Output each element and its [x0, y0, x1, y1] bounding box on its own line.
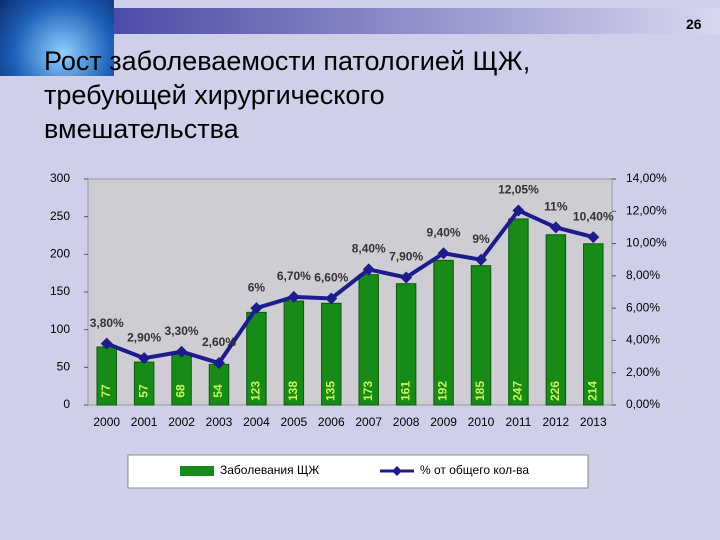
- y-tick-label: 100: [50, 322, 70, 336]
- y2-tick-label: 2,00%: [626, 365, 660, 379]
- line-value-label: 2,60%: [202, 335, 236, 349]
- line-value-label: 3,80%: [90, 316, 124, 330]
- slide-title: Рост заболеваемости патологией ЩЖ, требу…: [44, 44, 530, 146]
- legend-marker: [392, 466, 402, 476]
- line-marker: [587, 231, 600, 244]
- line-value-label: 2,90%: [127, 330, 161, 344]
- line: [105, 207, 594, 366]
- line-value-label: 9%: [472, 232, 490, 246]
- line-marker: [100, 337, 113, 350]
- x-tick-label: 2001: [131, 415, 158, 429]
- bar-value-label: 135: [323, 381, 337, 401]
- title-line: требующей хирургического: [44, 80, 385, 110]
- bar-value-label: 77: [99, 384, 113, 398]
- legend-label: Заболевания ЩЖ: [220, 463, 319, 477]
- x-tick-label: 2006: [318, 415, 345, 429]
- bar: [508, 218, 529, 406]
- line-value-label: 6,70%: [277, 269, 311, 283]
- x-tick-label: 2011: [506, 415, 532, 429]
- y-tick-label: 150: [50, 284, 70, 298]
- x-tick-label: 2000: [93, 415, 120, 429]
- x-tick-label: 2005: [281, 415, 308, 429]
- line-value-label: 12,05%: [498, 183, 539, 197]
- bar-value-label: 247: [511, 381, 525, 401]
- line-value-label: 6,60%: [314, 271, 348, 285]
- bar-value-label: 192: [436, 381, 450, 401]
- line-marker: [512, 204, 525, 217]
- line-marker: [475, 253, 487, 266]
- x-tick-label: 2004: [243, 415, 270, 429]
- line-marker: [400, 271, 413, 284]
- legend-box: [127, 454, 589, 489]
- x-tick-label: 2013: [580, 415, 607, 429]
- plot-area: [87, 178, 613, 406]
- bar-value-label: 68: [174, 384, 188, 398]
- bar-value-label: 185: [473, 381, 487, 401]
- bar-value-label: 214: [585, 381, 599, 401]
- title-line: Рост заболеваемости патологией ЩЖ,: [44, 46, 531, 76]
- x-tick-label: 2007: [355, 415, 382, 429]
- legend-swatch: [180, 466, 214, 476]
- y-tick-label: 200: [50, 247, 70, 261]
- line-marker: [138, 352, 151, 365]
- line-value-label: 9,40%: [427, 225, 461, 239]
- line-marker: [325, 292, 338, 305]
- line-value-label: 7,90%: [389, 250, 423, 264]
- line-value-label: 3,30%: [165, 324, 199, 338]
- y2-tick-label: 8,00%: [626, 268, 660, 282]
- line-marker: [437, 247, 450, 260]
- thyroid-image: [0, 0, 114, 76]
- bar-value-label: 226: [548, 381, 562, 401]
- bar-value-label: 57: [136, 384, 150, 398]
- bar-value-label: 54: [211, 384, 225, 398]
- bar-value-label: 123: [249, 381, 263, 401]
- line-marker: [287, 290, 300, 303]
- y2-tick-label: 4,00%: [626, 333, 660, 347]
- x-tick-label: 2010: [468, 415, 495, 429]
- line-marker: [549, 221, 562, 234]
- x-tick-label: 2008: [393, 415, 420, 429]
- y2-tick-label: 6,00%: [626, 300, 660, 314]
- y2-tick-label: 12,00%: [626, 203, 667, 217]
- legend-label: % от общего кол-ва: [420, 463, 529, 477]
- x-tick-label: 2002: [168, 415, 195, 429]
- x-tick-label: 2003: [206, 415, 233, 429]
- bar-value-label: 173: [361, 381, 375, 401]
- bar: [583, 243, 604, 406]
- x-tick-label: 2009: [430, 415, 457, 429]
- line-value-label: 6%: [248, 280, 266, 294]
- title-line: вмешательства: [44, 114, 239, 144]
- bar: [433, 259, 454, 406]
- line-value-label: 10,40%: [573, 209, 614, 223]
- x-tick-label: 2012: [543, 415, 570, 429]
- line-marker: [175, 345, 188, 358]
- y-tick-label: 0: [63, 397, 70, 411]
- page-number: 26: [686, 16, 702, 32]
- y2-tick-label: 0,00%: [626, 397, 660, 411]
- bar-value-label: 161: [398, 381, 412, 401]
- line-value-label: 8,40%: [352, 242, 386, 256]
- line-value-label: 11%: [544, 200, 568, 214]
- line-marker: [250, 302, 263, 315]
- y-tick-label: 300: [50, 171, 70, 185]
- y2-tick-label: 14,00%: [626, 171, 667, 185]
- bar: [545, 234, 567, 406]
- y-tick-label: 250: [50, 209, 70, 223]
- line-marker: [213, 357, 225, 370]
- y-tick-label: 50: [57, 360, 71, 374]
- header-band: [112, 8, 720, 34]
- bar: [395, 283, 417, 406]
- line-marker: [362, 263, 375, 276]
- y2-tick-label: 10,00%: [626, 236, 667, 250]
- bar-value-label: 138: [286, 381, 300, 401]
